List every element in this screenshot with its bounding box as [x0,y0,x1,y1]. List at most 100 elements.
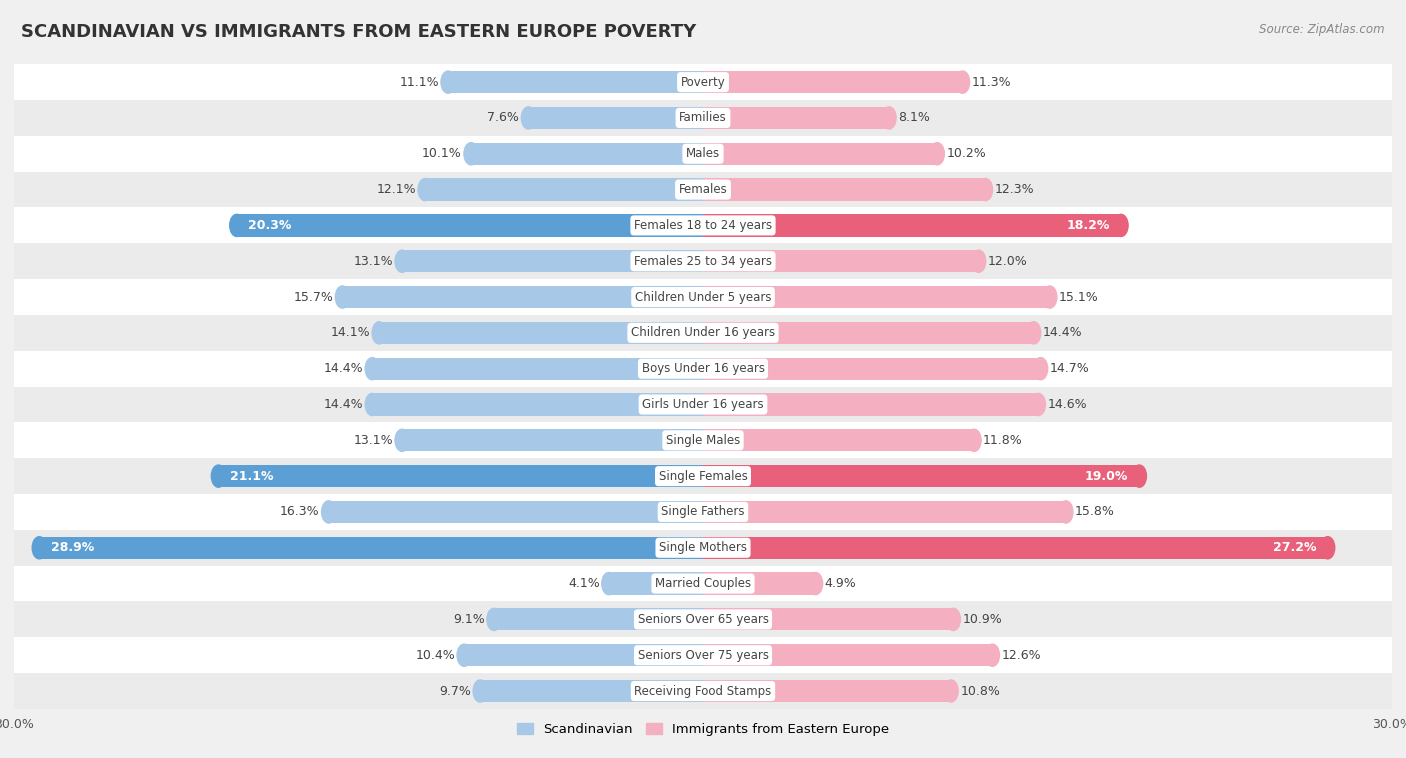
Bar [464,644,703,666]
Text: 9.1%: 9.1% [453,613,485,626]
Bar [703,680,950,702]
Text: Boys Under 16 years: Boys Under 16 years [641,362,765,375]
Circle shape [882,107,896,129]
Bar [39,537,703,559]
Bar [529,107,703,129]
Text: 16.3%: 16.3% [280,506,319,518]
Bar [14,422,1392,459]
Circle shape [967,429,981,452]
Bar [329,501,703,523]
Text: 10.2%: 10.2% [946,147,986,160]
Circle shape [1320,537,1334,559]
Text: Seniors Over 65 years: Seniors Over 65 years [637,613,769,626]
Text: 11.3%: 11.3% [972,76,1011,89]
Circle shape [602,572,616,595]
Text: 11.8%: 11.8% [983,434,1024,446]
Bar [14,243,1392,279]
Text: 20.3%: 20.3% [249,219,291,232]
Bar [402,429,703,452]
Bar [402,250,703,272]
Text: SCANDINAVIAN VS IMMIGRANTS FROM EASTERN EUROPE POVERTY: SCANDINAVIAN VS IMMIGRANTS FROM EASTERN … [21,23,696,41]
Text: 27.2%: 27.2% [1272,541,1316,554]
Bar [703,393,1038,415]
Circle shape [1031,393,1046,415]
Circle shape [1059,501,1073,523]
Bar [14,351,1392,387]
Text: 11.1%: 11.1% [399,76,439,89]
Bar [14,602,1392,637]
Circle shape [474,680,488,702]
Circle shape [808,572,823,595]
Circle shape [366,358,380,380]
Circle shape [486,608,501,631]
Bar [703,501,1066,523]
Circle shape [1026,321,1040,344]
Text: 9.7%: 9.7% [439,684,471,697]
Text: Source: ZipAtlas.com: Source: ZipAtlas.com [1260,23,1385,36]
Text: 14.6%: 14.6% [1047,398,1087,411]
Text: 28.9%: 28.9% [51,541,94,554]
Bar [14,315,1392,351]
Bar [14,171,1392,208]
Bar [14,279,1392,315]
Circle shape [229,215,243,236]
Text: 13.1%: 13.1% [353,434,392,446]
Text: 10.9%: 10.9% [963,613,1002,626]
Text: 13.1%: 13.1% [353,255,392,268]
Text: Married Couples: Married Couples [655,577,751,590]
Text: Females 18 to 24 years: Females 18 to 24 years [634,219,772,232]
Text: 12.1%: 12.1% [377,183,416,196]
Bar [14,387,1392,422]
Bar [14,494,1392,530]
Text: 14.7%: 14.7% [1050,362,1090,375]
Bar [703,321,1033,344]
Text: 12.3%: 12.3% [994,183,1035,196]
Bar [14,459,1392,494]
Circle shape [1033,358,1047,380]
Legend: Scandinavian, Immigrants from Eastern Europe: Scandinavian, Immigrants from Eastern Eu… [512,718,894,742]
Bar [703,572,815,595]
Text: Females 25 to 34 years: Females 25 to 34 years [634,255,772,268]
Text: Families: Families [679,111,727,124]
Bar [494,608,703,631]
Circle shape [457,644,471,666]
Bar [14,565,1392,602]
Circle shape [979,178,993,201]
Bar [14,530,1392,565]
Bar [703,644,993,666]
Circle shape [366,393,380,415]
Text: 21.1%: 21.1% [231,470,273,483]
Circle shape [418,178,432,201]
Text: Single Females: Single Females [658,470,748,483]
Text: 14.1%: 14.1% [330,327,370,340]
Bar [236,215,703,236]
Circle shape [986,644,1000,666]
Text: Single Fathers: Single Fathers [661,506,745,518]
Text: 12.6%: 12.6% [1001,649,1042,662]
Text: 14.4%: 14.4% [1043,327,1083,340]
Circle shape [946,608,960,631]
Bar [449,71,703,93]
Text: 10.8%: 10.8% [960,684,1000,697]
Circle shape [395,250,409,272]
Text: 10.1%: 10.1% [422,147,461,160]
Text: 4.9%: 4.9% [825,577,856,590]
Text: Girls Under 16 years: Girls Under 16 years [643,398,763,411]
Text: 12.0%: 12.0% [988,255,1028,268]
Text: Seniors Over 75 years: Seniors Over 75 years [637,649,769,662]
Text: Children Under 5 years: Children Under 5 years [634,290,772,303]
Circle shape [1132,465,1146,487]
Bar [703,537,1327,559]
Bar [425,178,703,201]
Text: 15.7%: 15.7% [294,290,333,303]
Circle shape [32,537,46,559]
Bar [218,465,703,487]
Text: Poverty: Poverty [681,76,725,89]
Text: 8.1%: 8.1% [898,111,931,124]
Circle shape [943,680,957,702]
Bar [343,286,703,309]
Bar [14,208,1392,243]
Circle shape [956,71,970,93]
Text: 4.1%: 4.1% [568,577,599,590]
Text: 19.0%: 19.0% [1084,470,1128,483]
